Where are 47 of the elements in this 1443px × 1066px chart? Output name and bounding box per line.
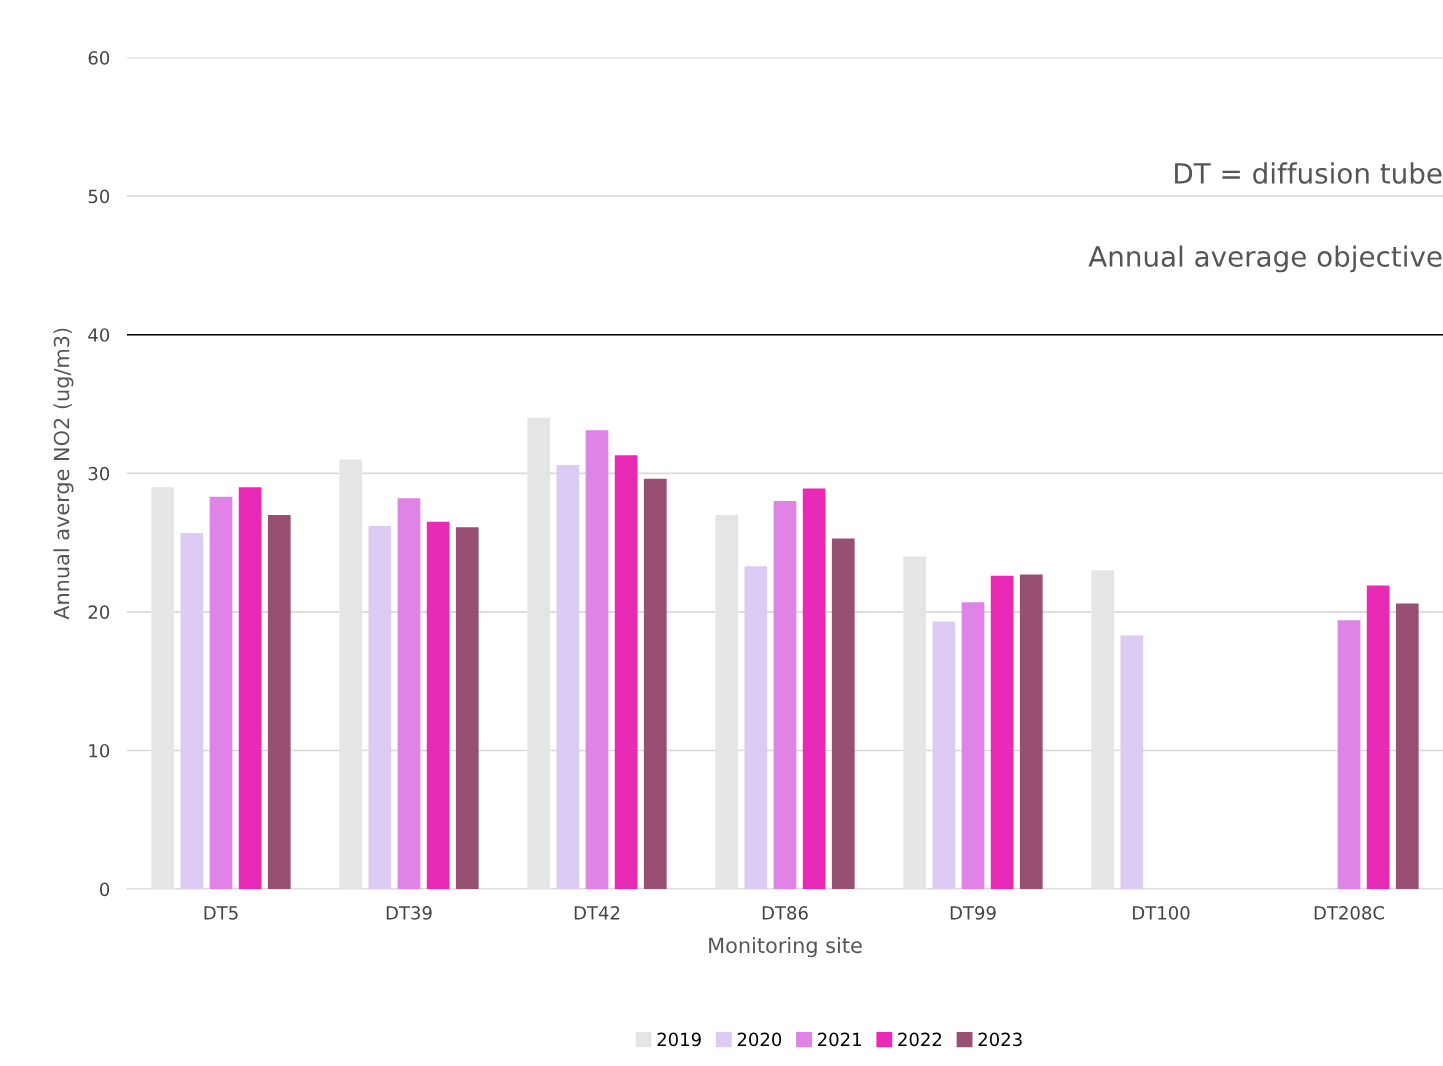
bar [1019, 574, 1043, 890]
y-tick-label: 20 [88, 605, 110, 619]
annotation: DT = diffusion tube [1175, 162, 1442, 184]
bar [1337, 620, 1361, 890]
bar [1120, 635, 1144, 890]
legend-label: 2019 [657, 1032, 701, 1047]
legend-label: 2022 [898, 1032, 942, 1047]
bar [455, 527, 479, 890]
bar [802, 488, 826, 890]
y-tick-label: 60 [88, 51, 110, 65]
x-tick-label: DT208C [1314, 906, 1385, 920]
bar [209, 496, 233, 890]
x-tick-label: DT99 [950, 906, 996, 920]
bar [831, 538, 855, 890]
bar [267, 514, 291, 890]
bar [1395, 603, 1419, 890]
y-tick-label: 40 [88, 328, 110, 342]
y-tick-label: 30 [88, 466, 110, 481]
bar [643, 478, 667, 890]
y-axis-title: Annual averge NO2 (ug/m3) [53, 328, 74, 620]
bar [368, 525, 392, 890]
bar [932, 621, 956, 890]
x-axis-title: Monitoring site [709, 937, 862, 958]
bar [426, 521, 450, 890]
legend-label: 2021 [818, 1032, 861, 1047]
y-tick-label: 10 [89, 743, 110, 758]
x-tick-label: DT100 [1133, 906, 1190, 920]
legend-label: 2023 [978, 1032, 1022, 1047]
bar [180, 532, 204, 890]
bar [585, 430, 609, 890]
y-tick-label: 0 [100, 882, 110, 897]
x-tick-label: DT86 [762, 906, 808, 920]
ref-line-label: Annual average objective [1088, 245, 1442, 273]
bar [990, 575, 1014, 890]
bar [773, 501, 797, 890]
bar [397, 498, 421, 890]
bar [961, 602, 985, 890]
y-tick-label: 50 [88, 189, 110, 204]
x-tick-label: DT42 [574, 906, 620, 920]
x-tick-label: DT5 [204, 906, 238, 920]
legend-label: 2020 [737, 1032, 782, 1047]
x-tick-label: DT39 [386, 906, 432, 920]
bar [238, 487, 262, 890]
bar [614, 455, 638, 890]
bar [744, 566, 768, 890]
bar [556, 464, 580, 890]
bar [1366, 585, 1390, 890]
